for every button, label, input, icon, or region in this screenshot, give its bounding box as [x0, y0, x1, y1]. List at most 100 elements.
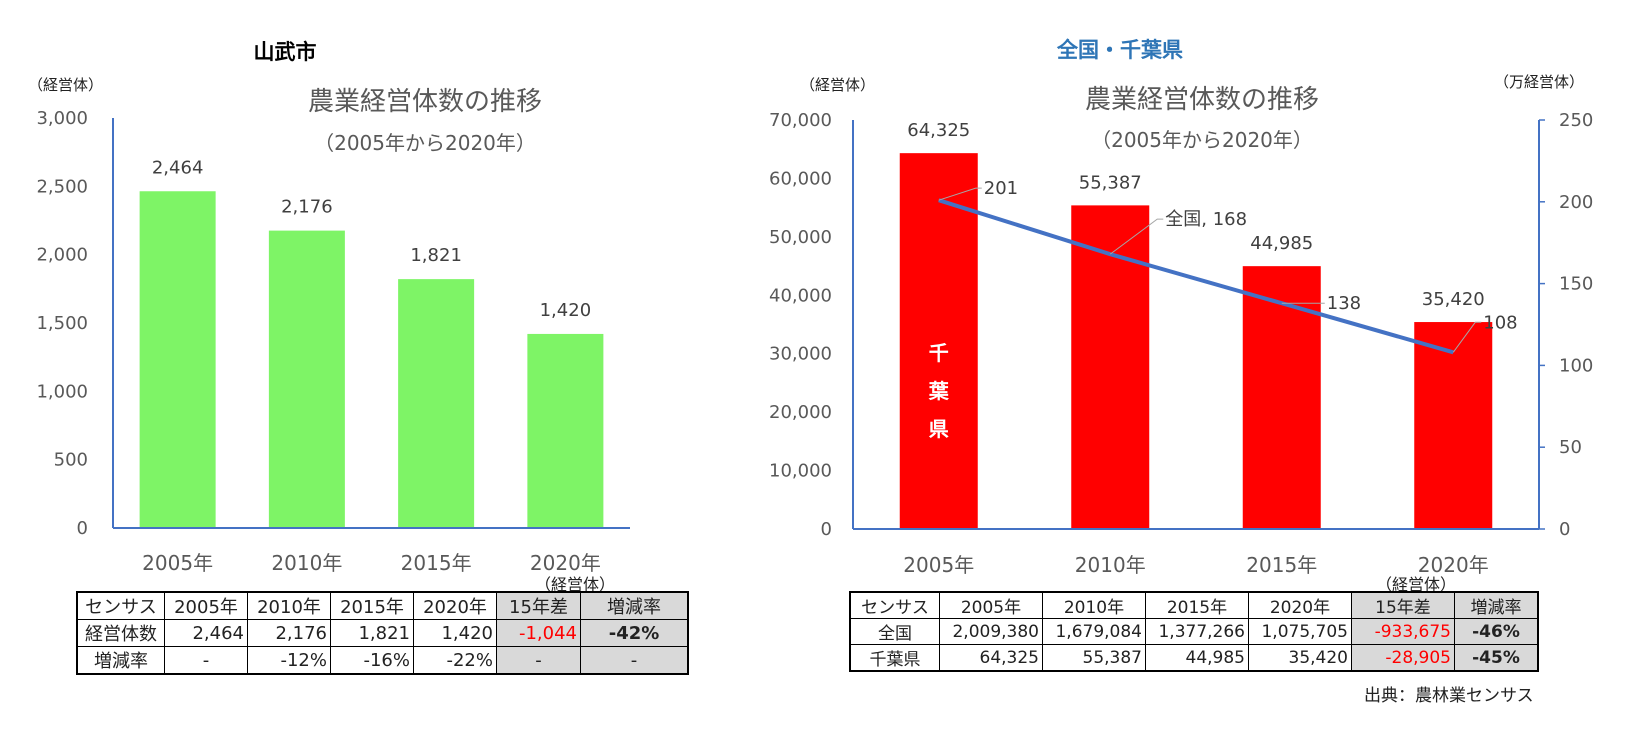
table-header-cell: 2015年	[1145, 591, 1249, 619]
table-header-cell: 2005年	[164, 591, 248, 620]
bar	[1414, 322, 1493, 529]
table-cell: -45%	[1454, 644, 1539, 672]
table-header-cell: 2010年	[1042, 591, 1146, 619]
y2-tick-label: 100	[1559, 355, 1593, 376]
leader-line	[1452, 321, 1482, 353]
table-cell: 55,387	[1042, 644, 1146, 672]
y-tick-label: 1,000	[36, 381, 88, 402]
table-cell: -933,675	[1351, 618, 1455, 645]
y2-tick-label: 0	[1559, 519, 1570, 540]
data-label: 1,420	[540, 300, 592, 321]
bar	[527, 333, 604, 528]
y2-tick-label: 200	[1559, 192, 1593, 213]
right-chart-heading: 全国・千葉県	[1057, 38, 1183, 62]
table-cell: 経営体数	[76, 619, 165, 647]
line-data-label: 108	[1483, 312, 1517, 333]
table-cell: -	[164, 646, 248, 675]
chart-title: 農業経営体数の推移	[308, 87, 542, 117]
table-cell: -	[496, 646, 581, 675]
y-axis-label: （経営体）	[28, 76, 103, 94]
bar	[1071, 205, 1150, 530]
left-table: センサス 2005年 2010年 2015年 2020年 15年差 増減率 経営…	[76, 591, 689, 675]
data-label: 44,985	[1250, 233, 1313, 254]
table-header-row: センサス 2005年 2010年 2015年 2020年 15年差 増減率	[849, 591, 1539, 619]
table-header-cell: 2005年	[939, 591, 1043, 619]
table-cell: -28,905	[1351, 644, 1455, 672]
data-label: 35,420	[1422, 289, 1485, 310]
data-label: 1,821	[410, 245, 462, 266]
table-cell: 64,325	[939, 644, 1043, 672]
bar	[899, 153, 978, 530]
table-header-cell: 2020年	[413, 591, 497, 620]
y-tick-label: 50,000	[769, 227, 832, 248]
table-cell: 1,075,705	[1248, 618, 1352, 645]
line-data-label: 138	[1327, 293, 1361, 314]
table-cell: -42%	[580, 619, 689, 647]
data-label: 2,464	[152, 157, 204, 178]
y-tick-label: 3,000	[36, 108, 88, 129]
chart-title: 農業経営体数の推移	[1085, 85, 1319, 115]
table-cell: 35,420	[1248, 644, 1352, 672]
x-tick-label: 2005年	[142, 551, 213, 575]
table-header-cell: 増減率	[580, 591, 689, 620]
table-header-cell: センサス	[76, 591, 165, 620]
data-label: 64,325	[907, 120, 970, 141]
bar	[1242, 266, 1321, 529]
table-header-cell: 2010年	[247, 591, 331, 620]
table-cell: 全国	[849, 618, 940, 645]
source-note: 出典：農林業センサス	[1364, 686, 1534, 706]
y2-axis-label: （万経営体）	[1494, 73, 1584, 91]
bar	[268, 230, 345, 528]
table-cell: -46%	[1454, 618, 1539, 645]
table-cell: 1,679,084	[1042, 618, 1146, 645]
y2-tick-label: 250	[1559, 110, 1593, 131]
left-table-unit: （経営体）	[535, 575, 616, 594]
x-tick-label: 2020年	[530, 551, 601, 575]
table-cell: -12%	[247, 646, 331, 675]
table-row: 全国 2,009,380 1,679,084 1,377,266 1,075,7…	[849, 618, 1539, 645]
bar	[398, 279, 475, 528]
y-tick-label: 0	[77, 518, 88, 539]
table-cell: 千葉県	[849, 644, 940, 672]
table-row: 増減率 - -12% -16% -22% - -	[76, 646, 689, 675]
table-cell: 1,420	[413, 619, 497, 647]
table-header-row: センサス 2005年 2010年 2015年 2020年 15年差 増減率	[76, 591, 689, 620]
table-header-cell: センサス	[849, 591, 940, 619]
right-table: センサス 2005年 2010年 2015年 2020年 15年差 増減率 全国…	[849, 591, 1539, 672]
x-tick-label: 2020年	[1418, 553, 1489, 575]
data-label: 55,387	[1079, 172, 1142, 193]
y-tick-label: 2,000	[36, 245, 88, 266]
right-table-unit: （経営体）	[1376, 575, 1457, 594]
y-tick-label: 500	[54, 450, 88, 471]
table-cell: 1,377,266	[1145, 618, 1249, 645]
table-header-cell: 増減率	[1454, 591, 1539, 619]
y-tick-label: 70,000	[769, 110, 832, 131]
table-cell: 2,464	[164, 619, 248, 647]
x-tick-label: 2015年	[401, 551, 472, 575]
table-cell: -	[580, 646, 689, 675]
y2-tick-label: 50	[1559, 437, 1582, 458]
table-cell: -16%	[330, 646, 414, 675]
y-tick-label: 20,000	[769, 402, 832, 423]
y-tick-label: 1,500	[36, 313, 88, 334]
table-row: 経営体数 2,464 2,176 1,821 1,420 -1,044 -42%	[76, 619, 689, 647]
bar-inner-label: 千	[929, 341, 949, 365]
table-cell: -1,044	[496, 619, 581, 647]
table-header-cell: 2015年	[330, 591, 414, 620]
table-header-cell: 15年差	[496, 591, 581, 620]
x-tick-label: 2010年	[1075, 553, 1146, 575]
table-header-cell: 2020年	[1248, 591, 1352, 619]
table-header-cell: 15年差	[1351, 591, 1455, 619]
table-cell: 2,176	[247, 619, 331, 647]
y-axis-label: （経営体）	[800, 76, 875, 94]
right-chart: 農業経営体数の推移 （2005年から2020年） （経営体） （万経営体） 0 10,00…	[769, 73, 1593, 575]
bar-inner-label: 県	[929, 417, 949, 441]
leader-line	[938, 187, 982, 201]
bar	[139, 191, 216, 528]
table-cell: 2,009,380	[939, 618, 1043, 645]
y-tick-label: 60,000	[769, 168, 832, 189]
table-cell: 1,821	[330, 619, 414, 647]
y-tick-label: 2,500	[36, 176, 88, 197]
x-tick-label: 2005年	[903, 553, 974, 575]
table-cell: -22%	[413, 646, 497, 675]
